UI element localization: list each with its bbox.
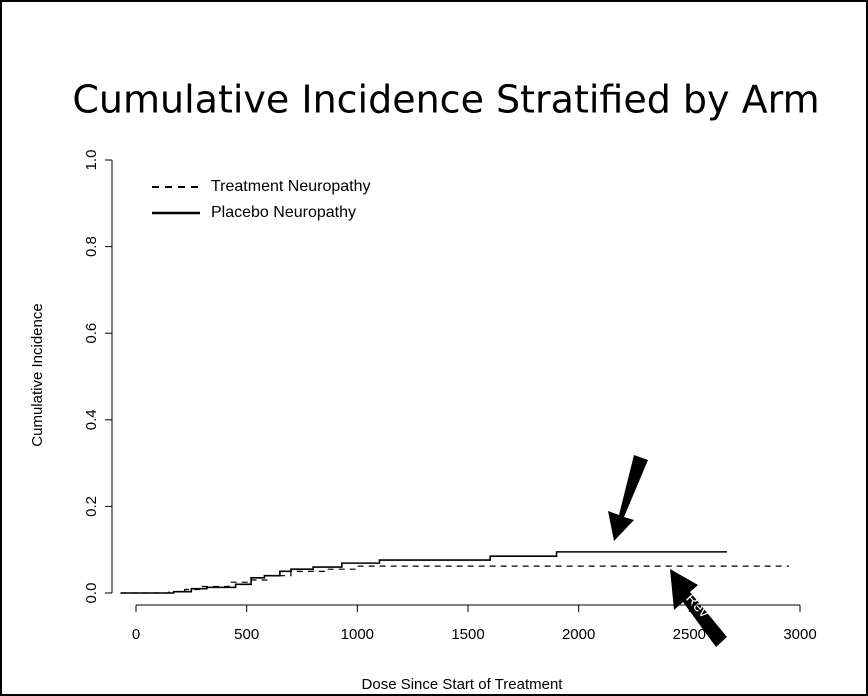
y-tick-label: 1.0: [83, 150, 100, 171]
x-tick-label: 500: [234, 626, 259, 643]
arrow: [608, 455, 648, 541]
x-tick-label: 0: [132, 626, 140, 643]
y-tick-label: 0.0: [83, 583, 100, 604]
legend-label: Treatment Neuropathy: [211, 178, 370, 195]
y-tick-label: 0.4: [83, 409, 100, 430]
x-axis-label: Dose Since Start of Treatment: [362, 676, 564, 693]
chart-title: Cumulative Incidence Stratified by Arm: [72, 78, 819, 122]
x-tick-label: 3000: [783, 626, 816, 643]
x-tick-label: 1500: [451, 626, 484, 643]
legend-label: Placebo Neuropathy: [211, 204, 356, 221]
x-tick-label: 2000: [562, 626, 595, 643]
y-tick-label: 0.8: [83, 236, 100, 257]
step-line: [120, 551, 727, 594]
arrow: [670, 569, 727, 647]
y-tick-label: 0.2: [83, 496, 100, 517]
x-tick-label: 1000: [341, 626, 374, 643]
x-tick-label: 2500: [673, 626, 706, 643]
y-axis-label: Cumulative Incidence: [29, 303, 46, 446]
y-tick-label: 0.6: [83, 323, 100, 344]
